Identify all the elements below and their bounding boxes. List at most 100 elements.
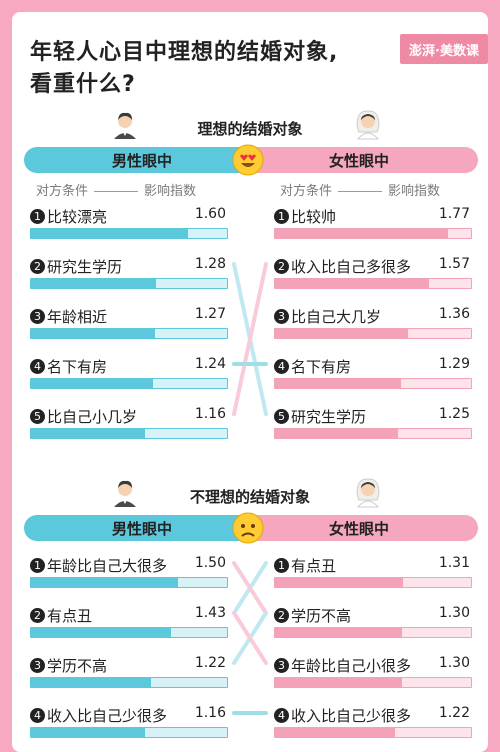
male-row-label: 4 名下有房 (30, 356, 107, 377)
female-row-value: 1.77 (438, 206, 470, 222)
column-header-index: 影响指数 (144, 184, 197, 199)
rank-badge: 1 (274, 558, 289, 573)
female-row-category: 比较帅 (291, 208, 337, 226)
male-bar (31, 728, 145, 737)
rank-badge: 4 (274, 708, 289, 723)
rank-badge: 1 (30, 209, 45, 224)
female-bar (275, 329, 408, 338)
female-bar (275, 279, 429, 288)
female-row-value: 1.31 (438, 555, 470, 571)
male-panel-header: 男性眼中 (24, 515, 260, 541)
female-bar-track (274, 328, 472, 339)
female-avatar-icon (356, 110, 380, 140)
column-header-condition: 对方条件 (36, 184, 89, 199)
female-row-value: 1.57 (438, 256, 470, 272)
female-row-value: 1.22 (438, 705, 470, 721)
male-bar-track (30, 278, 228, 289)
male-bar (31, 578, 178, 587)
column-header-divider (338, 191, 383, 192)
rank-badge: 4 (30, 359, 45, 374)
frowning-emoji (232, 512, 264, 544)
male-panel-header: 男性眼中 (24, 147, 260, 173)
rank-badge: 2 (30, 259, 45, 274)
female-row-label: 3 年龄比自己小很多 (274, 655, 411, 676)
male-row-label: 1 年龄比自己大很多 (30, 555, 167, 576)
column-header-index: 影响指数 (388, 184, 441, 199)
male-row-category: 年龄比自己大很多 (47, 557, 168, 575)
male-row-category: 学历不高 (47, 657, 108, 675)
female-bar (275, 678, 402, 687)
female-bar (275, 429, 398, 438)
female-row-category: 有点丑 (291, 557, 337, 575)
female-row-value: 1.36 (438, 306, 470, 322)
female-bar (275, 379, 401, 388)
male-avatar-icon (114, 480, 136, 507)
male-row-label: 3 年龄相近 (30, 306, 107, 327)
rank-badge: 1 (274, 209, 289, 224)
female-row-value: 1.30 (438, 655, 470, 671)
female-row-label: 1 有点丑 (274, 555, 336, 576)
male-row-value: 1.24 (194, 356, 226, 372)
male-row-label: 2 有点丑 (30, 605, 92, 626)
rank-badge: 2 (30, 608, 45, 623)
female-bar-track (274, 378, 472, 389)
female-row-label: 1 比较帅 (274, 206, 336, 227)
column-header: 对方条件 影响指数 (280, 180, 440, 199)
female-row-category: 收入比自己少很多 (291, 707, 412, 725)
female-row-value: 1.29 (438, 356, 470, 372)
rank-badge: 1 (30, 558, 45, 573)
male-row-category: 研究生学历 (47, 258, 123, 276)
male-bar-track (30, 378, 228, 389)
male-row-label: 1 比较漂亮 (30, 206, 107, 227)
female-row-category: 学历不高 (291, 607, 352, 625)
male-bar-track (30, 627, 228, 638)
male-row-value: 1.43 (194, 605, 226, 621)
female-bar-track (274, 627, 472, 638)
column-header-divider (94, 191, 139, 192)
female-row-label: 2 收入比自己多很多 (274, 256, 411, 277)
male-bar (31, 429, 145, 438)
male-row-label: 2 研究生学历 (30, 256, 122, 277)
female-panel-header: 女性眼中 (240, 515, 478, 541)
category-link-line (232, 262, 268, 416)
male-row-category: 有点丑 (47, 607, 93, 625)
category-link-line (232, 611, 268, 665)
female-row-label: 2 学历不高 (274, 605, 351, 626)
male-bar-track (30, 428, 228, 439)
male-bar-track (30, 577, 228, 588)
male-row-category: 比较漂亮 (47, 208, 108, 226)
female-row-category: 名下有房 (291, 358, 352, 376)
rank-badge: 2 (274, 608, 289, 623)
male-row-value: 1.16 (194, 705, 226, 721)
female-row-category: 比自己大几岁 (291, 308, 382, 326)
brand-logo: 澎湃·美数课 (400, 34, 488, 64)
male-row-value: 1.22 (194, 655, 226, 671)
female-bar (275, 578, 403, 587)
column-header-condition: 对方条件 (280, 184, 333, 199)
male-bar-track (30, 328, 228, 339)
male-bar (31, 279, 156, 288)
rank-badge: 3 (30, 658, 45, 673)
male-row-category: 比自己小几岁 (47, 408, 138, 426)
male-row-value: 1.27 (194, 306, 226, 322)
female-bar (275, 628, 402, 637)
section-title: 不理想的结婚对象 (189, 488, 310, 506)
female-bar-track (274, 228, 472, 239)
female-bar-track (274, 428, 472, 439)
male-bar (31, 329, 155, 338)
female-panel-header: 女性眼中 (240, 147, 478, 173)
rank-badge: 3 (30, 309, 45, 324)
female-bar (275, 229, 448, 238)
male-bar-track (30, 677, 228, 688)
female-row-value: 1.25 (438, 406, 470, 422)
female-row-value: 1.30 (438, 605, 470, 621)
male-row-category: 年龄相近 (47, 308, 108, 326)
female-row-category: 年龄比自己小很多 (291, 657, 412, 675)
page-title-line-1: 年轻人心目中理想的结婚对象, (30, 40, 339, 65)
male-row-category: 名下有房 (47, 358, 108, 376)
male-bar (31, 628, 171, 637)
rank-badge: 3 (274, 309, 289, 324)
male-row-label: 3 学历不高 (30, 655, 107, 676)
female-row-category: 研究生学历 (291, 408, 367, 426)
